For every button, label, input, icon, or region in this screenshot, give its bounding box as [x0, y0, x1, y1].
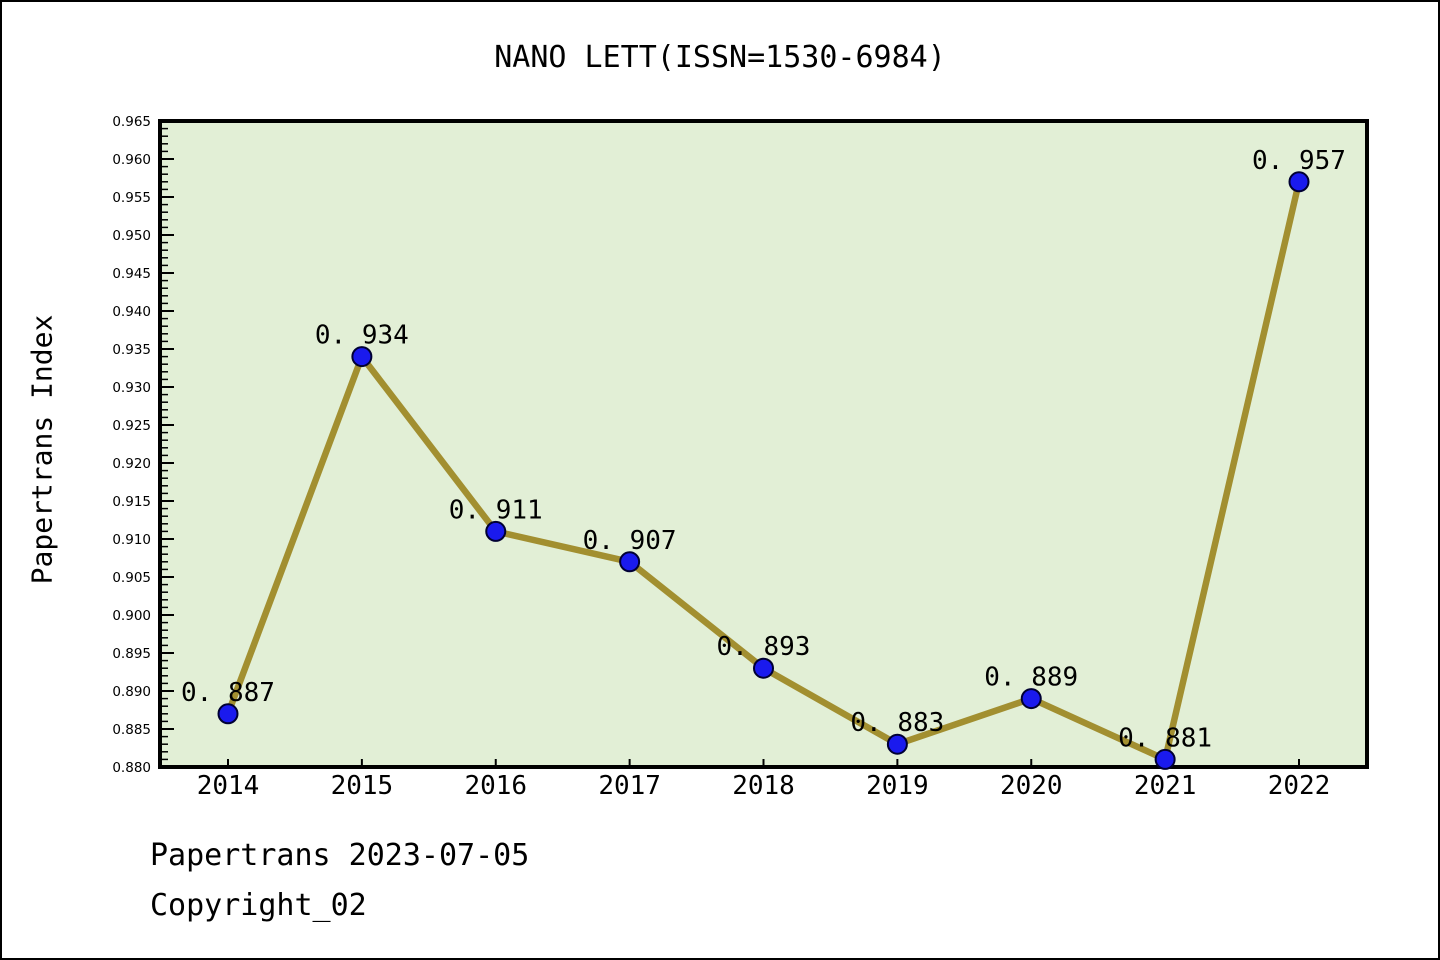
y-tick-label: 0.960: [112, 152, 151, 168]
y-tick-label: 0.935: [112, 342, 151, 358]
data-point-label: 0. 881: [1118, 723, 1212, 753]
y-tick-label: 0.905: [112, 570, 151, 586]
data-point-label: 0. 911: [449, 495, 543, 525]
y-tick-label: 0.895: [112, 646, 151, 662]
y-tick-label: 0.950: [112, 228, 151, 244]
y-tick-label: 0.900: [112, 608, 151, 624]
data-point-label: 0. 883: [850, 708, 944, 738]
x-tick-label: 2021: [1134, 771, 1197, 801]
data-point: [886, 733, 908, 755]
y-tick-label: 0.925: [112, 418, 151, 434]
y-tick-label: 0.920: [112, 456, 151, 472]
data-point-label: 0. 889: [984, 663, 1078, 693]
y-tick-label: 0.890: [112, 684, 151, 700]
data-point: [351, 346, 373, 368]
y-tick-label: 0.880: [112, 760, 151, 776]
data-point: [619, 551, 641, 573]
y-tick-label: 0.955: [112, 190, 151, 206]
footer-source-date: Papertrans 2023-07-05: [150, 838, 530, 873]
y-tick-label: 0.930: [112, 380, 151, 396]
data-point-label: 0. 957: [1252, 146, 1346, 176]
data-point: [753, 657, 774, 679]
data-point: [217, 703, 239, 725]
x-tick-label: 2017: [598, 771, 661, 801]
chart-title: NANO LETT(ISSN=1530-6984): [494, 40, 946, 75]
y-tick-label: 0.910: [112, 532, 151, 548]
y-tick-label: 0.945: [112, 266, 151, 282]
data-point: [1020, 688, 1042, 710]
y-tick-label: 0.940: [112, 304, 151, 320]
data-point: [485, 520, 507, 542]
y-tick-label: 0.915: [112, 494, 151, 510]
y-tick-label: 0.965: [112, 114, 151, 130]
data-point-label: 0. 887: [181, 678, 275, 708]
x-tick-label: 2014: [197, 771, 260, 801]
data-point-label: 0. 893: [717, 632, 811, 662]
x-tick-label: 2020: [1000, 771, 1063, 801]
x-tick-label: 2015: [331, 771, 394, 801]
data-point-label: 0. 907: [583, 526, 677, 556]
x-tick-label: 2022: [1268, 771, 1331, 801]
x-tick-label: 2016: [464, 771, 527, 801]
footer-copyright: Copyright_02: [150, 888, 367, 923]
x-tick-label: 2019: [866, 771, 929, 801]
data-point: [1154, 748, 1176, 770]
data-point: [1288, 171, 1310, 193]
x-tick-label: 2018: [732, 771, 795, 801]
y-tick-label: 0.885: [112, 722, 151, 738]
data-point-label: 0. 934: [315, 321, 409, 351]
